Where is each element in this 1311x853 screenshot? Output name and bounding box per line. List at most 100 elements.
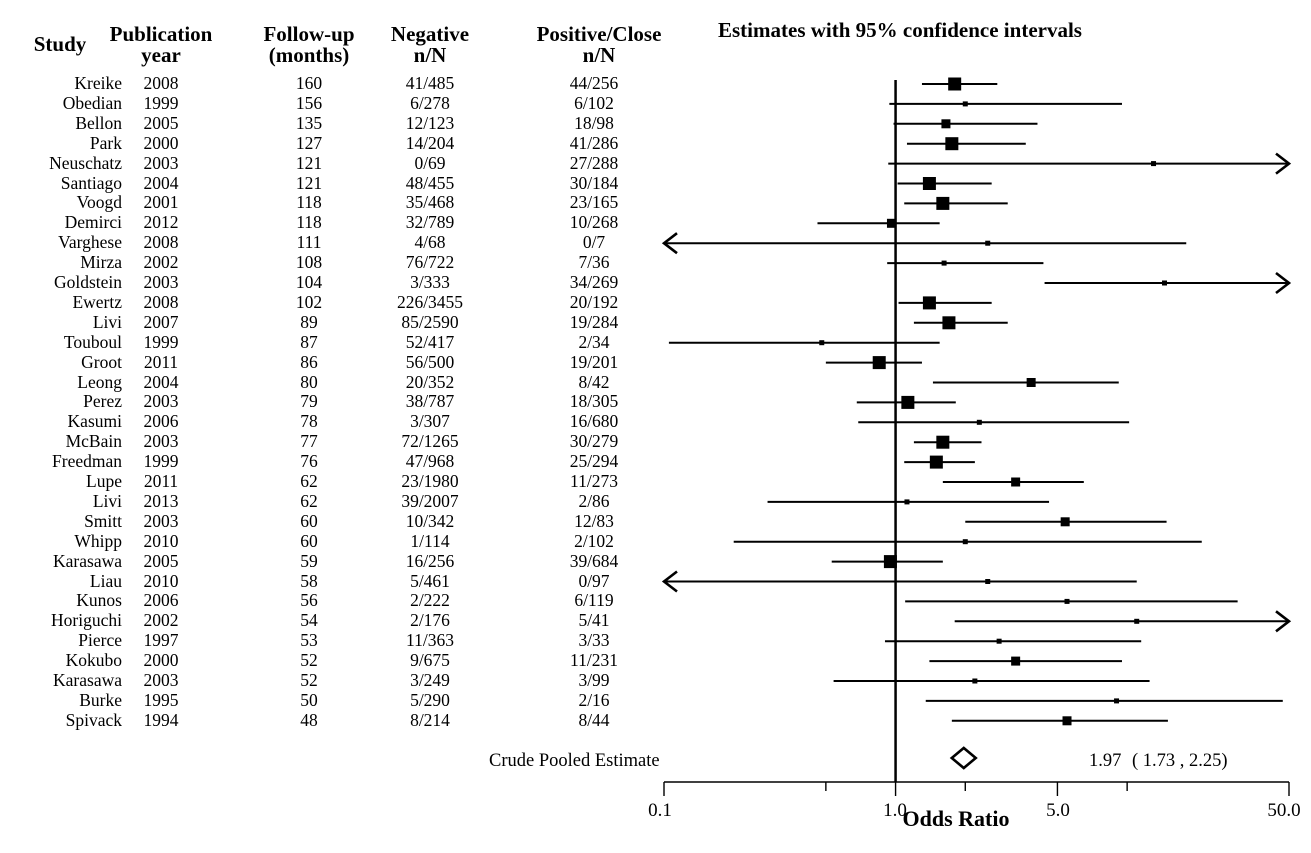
study-name: Touboul — [63, 331, 122, 352]
positive-count: 8/44 — [578, 709, 610, 730]
table-row: Pierce 1997 53 11/363 3/33 — [0, 630, 700, 650]
right-arrow — [1275, 610, 1292, 633]
point-estimate — [936, 196, 950, 210]
table-row: McBain 2003 77 72/1265 30/279 — [0, 431, 700, 451]
followup-months: 127 — [295, 132, 323, 153]
table-row: Livi 2013 62 39/2007 2/86 — [0, 491, 700, 511]
point-estimate — [901, 395, 915, 409]
publication-year: 1999 — [143, 331, 179, 352]
negative-count: 4/68 — [414, 232, 446, 253]
followup-months: 80 — [300, 371, 318, 392]
point-estimate — [936, 435, 950, 449]
publication-year: 2003 — [143, 391, 179, 412]
x-tick-label: 5.0 — [1046, 800, 1070, 821]
study-name: Obedian — [62, 92, 122, 113]
positive-count: 11/231 — [570, 650, 618, 671]
publication-year: 2011 — [143, 471, 179, 491]
study-name: Bellon — [75, 112, 122, 133]
table-row: Santiago 2004 121 48/455 30/184 — [0, 173, 700, 193]
followup-months: 86 — [300, 351, 318, 372]
study-name: Livi — [92, 311, 122, 332]
negative-count: 35/468 — [405, 192, 455, 213]
study-name: Livi — [92, 490, 122, 511]
publication-year: 2005 — [143, 112, 179, 133]
x-tick-label: 50.0 — [1267, 800, 1301, 821]
point-estimate — [1162, 280, 1168, 286]
point-estimate — [941, 260, 947, 266]
positive-count: 39/684 — [569, 550, 619, 571]
positive-count: 6/102 — [574, 92, 614, 113]
negative-count: 16/256 — [405, 550, 455, 571]
header-negative-line1: Negative — [390, 22, 470, 46]
pooled-ci-text: ( 1.73 , 2.25) — [1132, 751, 1228, 771]
publication-year: 2004 — [143, 172, 179, 193]
table-row: Bellon 2005 135 12/123 18/98 — [0, 113, 700, 133]
point-estimate — [922, 296, 936, 310]
study-name: Demirci — [64, 212, 122, 233]
followup-months: 52 — [300, 650, 318, 671]
negative-count: 8/214 — [410, 709, 450, 730]
publication-year: 2006 — [143, 411, 179, 432]
positive-count: 3/33 — [578, 630, 610, 651]
study-name: Voogd — [76, 192, 122, 213]
followup-months: 118 — [296, 212, 322, 233]
study-name: McBain — [65, 431, 122, 452]
study-name: Karasawa — [53, 550, 122, 571]
negative-count: 3/307 — [410, 411, 450, 432]
study-name: Kreike — [74, 73, 122, 93]
negative-count: 10/342 — [405, 510, 455, 531]
point-estimate — [1011, 656, 1021, 666]
positive-count: 16/680 — [569, 411, 619, 432]
followup-months: 76 — [300, 451, 318, 472]
positive-count: 20/192 — [569, 291, 619, 312]
x-tick-label: 1.0 — [883, 800, 907, 821]
publication-year: 1995 — [143, 689, 179, 710]
table-row: Voogd 2001 118 35/468 23/165 — [0, 192, 700, 212]
point-estimate — [1026, 378, 1036, 387]
positive-count: 10/268 — [569, 212, 619, 233]
followup-months: 77 — [300, 431, 318, 452]
header-positive: Positive/Close n/N — [526, 24, 672, 66]
table-row: Demirci 2012 118 32/789 10/268 — [0, 212, 700, 232]
study-name: Kasumi — [67, 411, 122, 432]
publication-year: 2003 — [143, 510, 179, 531]
followup-months: 53 — [300, 630, 318, 651]
negative-count: 11/363 — [406, 630, 454, 651]
followup-months: 160 — [295, 73, 323, 93]
table-row: Burke 1995 50 5/290 2/16 — [0, 690, 700, 710]
point-estimate — [883, 555, 897, 569]
table-row: Spivack 1994 48 8/214 8/44 — [0, 710, 700, 730]
followup-months: 135 — [295, 112, 323, 133]
followup-months: 102 — [295, 291, 323, 312]
point-estimate — [985, 240, 991, 246]
positive-count: 8/42 — [578, 371, 610, 392]
publication-year: 2002 — [143, 252, 179, 273]
followup-months: 62 — [300, 490, 318, 511]
point-estimate — [929, 455, 943, 469]
header-year-line1: Publication — [109, 22, 213, 46]
positive-count: 30/184 — [569, 172, 619, 193]
header-positive-line1: Positive/Close — [536, 22, 662, 46]
table-row: Kasumi 2006 78 3/307 16/680 — [0, 411, 700, 431]
point-estimate — [976, 419, 982, 425]
header-year-line2: year — [141, 43, 181, 67]
study-table: Kreike 2008 160 41/485 44/256 Obedian 1999 156 6… — [0, 73, 700, 730]
publication-year: 1994 — [143, 709, 179, 730]
point-estimate — [904, 499, 910, 505]
positive-count: 2/86 — [578, 490, 610, 511]
point-estimate — [872, 356, 886, 370]
publication-year: 2003 — [143, 152, 179, 173]
study-name: Lupe — [86, 471, 122, 491]
publication-year: 2008 — [143, 291, 179, 312]
table-row: Perez 2003 79 38/787 18/305 — [0, 391, 700, 411]
negative-count: 2/176 — [410, 610, 450, 631]
publication-year: 2012 — [143, 212, 179, 233]
study-name: Mirza — [80, 252, 122, 273]
negative-count: 72/1265 — [401, 431, 459, 452]
header-followup: Follow-up (months) — [256, 24, 362, 66]
followup-months: 156 — [295, 92, 323, 113]
header-negative: Negative n/N — [377, 24, 483, 66]
study-name: Karasawa — [53, 670, 122, 690]
negative-count: 85/2590 — [401, 311, 459, 332]
right-arrow — [1275, 271, 1292, 295]
